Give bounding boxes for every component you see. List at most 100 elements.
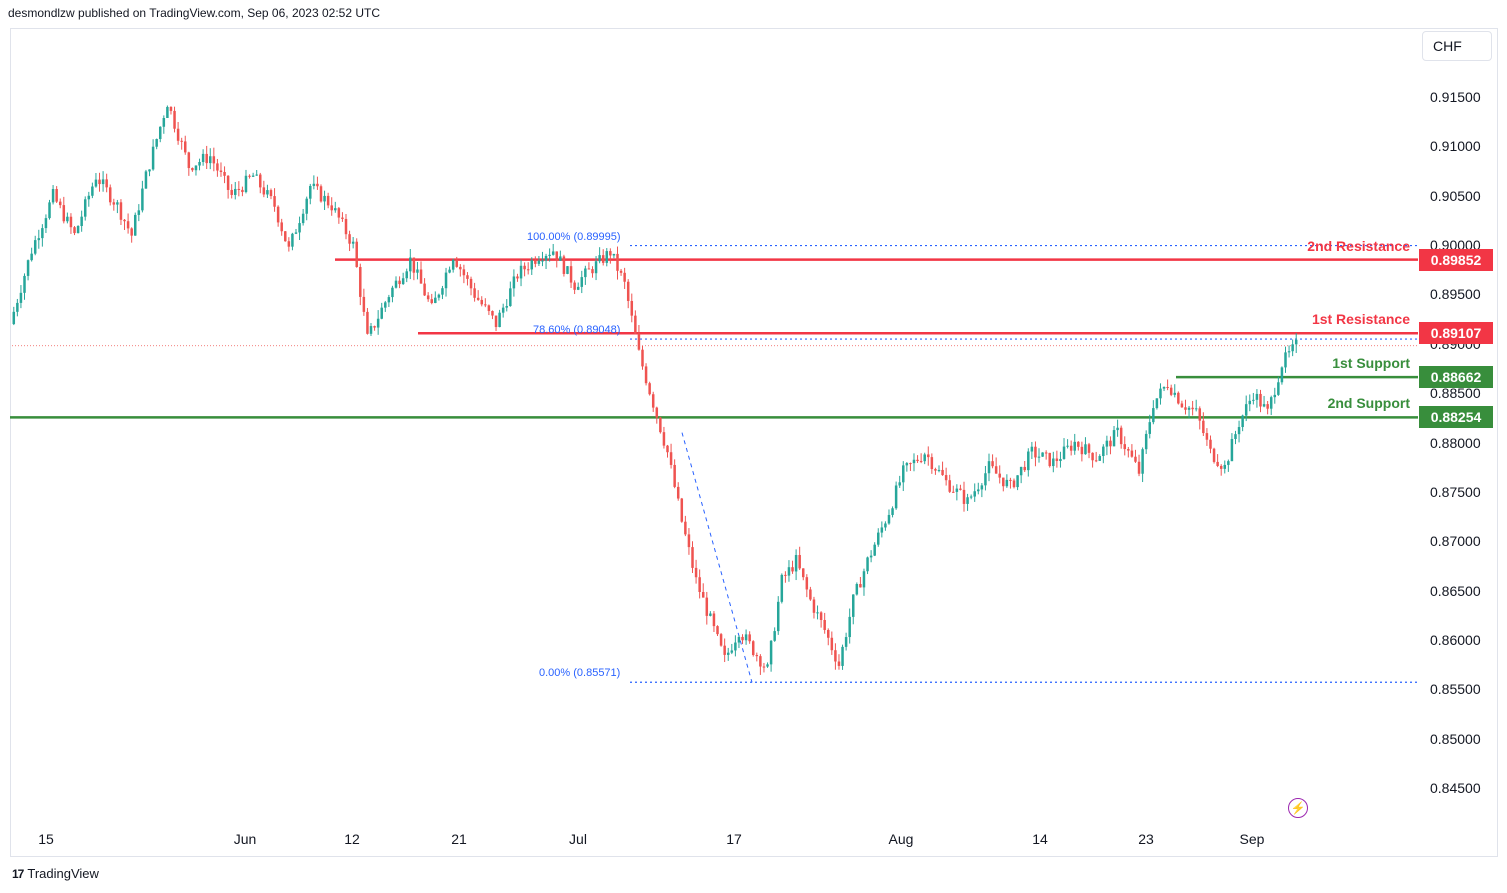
candle bbox=[612, 253, 616, 259]
candle-body bbox=[83, 199, 87, 217]
chart-frame[interactable] bbox=[10, 28, 1498, 857]
candle-body bbox=[912, 459, 916, 464]
footer: 17 TradingView bbox=[12, 866, 99, 881]
candle bbox=[430, 293, 433, 305]
candle bbox=[544, 253, 548, 269]
candle-body bbox=[669, 452, 673, 465]
candle-body bbox=[1216, 461, 1219, 466]
candle-body bbox=[801, 568, 805, 578]
candle-body bbox=[305, 198, 308, 214]
candle bbox=[1009, 477, 1012, 489]
candle-body bbox=[1269, 397, 1273, 409]
candle bbox=[709, 611, 712, 617]
candle-body bbox=[1148, 422, 1152, 434]
candle-body bbox=[987, 461, 991, 474]
candle-body bbox=[459, 266, 462, 270]
candle bbox=[505, 299, 509, 312]
candle bbox=[441, 285, 444, 300]
candle bbox=[823, 612, 826, 634]
candle bbox=[184, 135, 187, 155]
candle bbox=[230, 184, 233, 199]
candle bbox=[216, 158, 219, 177]
candle-body bbox=[262, 187, 266, 195]
candle-body bbox=[376, 318, 380, 328]
candle bbox=[687, 528, 691, 555]
candle bbox=[280, 218, 283, 236]
candle-body bbox=[594, 261, 598, 274]
candle-body bbox=[94, 179, 98, 187]
candle bbox=[587, 262, 591, 270]
candle bbox=[162, 115, 166, 134]
candle-body bbox=[1041, 452, 1044, 457]
candle bbox=[848, 608, 851, 644]
candle-body bbox=[1073, 441, 1076, 451]
candle bbox=[952, 485, 955, 493]
candle bbox=[1002, 477, 1005, 492]
candle bbox=[930, 453, 934, 474]
candle bbox=[1087, 442, 1091, 459]
candle-body bbox=[116, 202, 119, 205]
candle-body bbox=[1002, 477, 1005, 487]
level-name-label: 2nd Resistance bbox=[1307, 237, 1410, 254]
candle bbox=[512, 269, 516, 297]
candle-body bbox=[784, 574, 787, 576]
candle bbox=[55, 186, 58, 204]
currency-badge[interactable]: CHF bbox=[1422, 31, 1492, 61]
candle bbox=[201, 149, 205, 166]
candle bbox=[891, 506, 894, 518]
candle bbox=[326, 192, 330, 209]
candle bbox=[991, 454, 994, 469]
candle bbox=[716, 625, 719, 637]
candle bbox=[73, 225, 76, 236]
candle bbox=[698, 569, 701, 599]
candle-body bbox=[1080, 446, 1084, 455]
candle bbox=[259, 172, 262, 194]
candle bbox=[1019, 466, 1023, 484]
level-name-label: 2nd Support bbox=[1327, 395, 1410, 412]
candle-body bbox=[519, 265, 523, 279]
candle-body bbox=[498, 312, 501, 328]
candle bbox=[509, 281, 512, 307]
candle-body bbox=[355, 241, 358, 267]
candle-body bbox=[880, 527, 884, 533]
candle bbox=[809, 586, 812, 601]
candle bbox=[191, 167, 194, 172]
candle bbox=[41, 224, 44, 247]
candle bbox=[1012, 478, 1016, 489]
candle bbox=[762, 662, 766, 673]
candle-body bbox=[244, 175, 248, 193]
candle-body bbox=[1119, 427, 1123, 445]
candle bbox=[1073, 433, 1076, 455]
candle-body bbox=[1198, 408, 1202, 421]
candle-body bbox=[1098, 456, 1101, 461]
candle bbox=[741, 634, 744, 645]
candle bbox=[519, 259, 523, 287]
level-name-label: 1st Resistance bbox=[1311, 311, 1410, 328]
candle-body bbox=[566, 266, 569, 274]
candle bbox=[16, 298, 19, 317]
candle bbox=[1284, 346, 1287, 373]
candle bbox=[269, 188, 273, 200]
candle-body bbox=[1141, 449, 1144, 474]
flash-icon[interactable]: ⚡ bbox=[1288, 798, 1308, 818]
candle-body bbox=[994, 466, 998, 474]
candle-body bbox=[516, 276, 519, 279]
candle-body bbox=[137, 210, 141, 215]
candle bbox=[1091, 452, 1094, 468]
candle bbox=[1262, 395, 1266, 408]
candle bbox=[459, 264, 462, 277]
candle-body bbox=[544, 255, 548, 261]
candle-body bbox=[266, 190, 269, 195]
candle-body bbox=[359, 266, 362, 297]
candle-body bbox=[634, 315, 637, 334]
candle bbox=[862, 568, 866, 596]
candle-body bbox=[927, 454, 930, 458]
candle bbox=[1255, 389, 1259, 408]
candle bbox=[355, 238, 358, 268]
candle bbox=[837, 654, 841, 670]
candle bbox=[369, 323, 373, 337]
candle-body bbox=[1144, 433, 1148, 450]
candle-body bbox=[62, 205, 66, 222]
price-tick: 0.90500 bbox=[1430, 187, 1481, 204]
